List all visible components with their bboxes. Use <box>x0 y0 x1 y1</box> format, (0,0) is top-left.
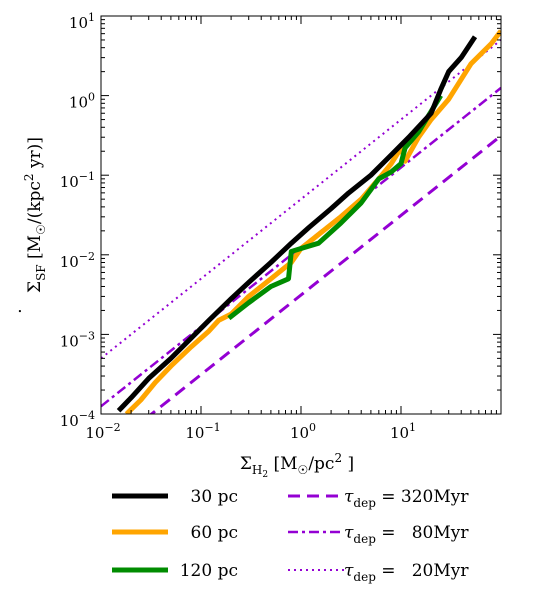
y-axis-label: ΣSF [M☉/(kpc2 yr)] <box>22 137 48 293</box>
y-tick-label: 10−1 <box>60 170 95 191</box>
series-0 <box>116 35 478 413</box>
x-tick-label: 10−1 <box>185 421 220 442</box>
series-3 <box>149 134 501 414</box>
y-label-dot: · <box>11 308 31 313</box>
series-layer <box>101 29 501 414</box>
series-5 <box>101 39 501 360</box>
legend: 30 pc 60 pc 120 pc τdep = 320Myr τdep = 80My… <box>112 487 469 584</box>
legend-label: τdep = 20Myr <box>344 561 469 584</box>
ticks-layer: 10−2 10−1 100 101 10−4 10−3 10−2 10−1 100 101 <box>60 11 501 442</box>
x-axis-label: ΣH2 [M☉/pc2 ] <box>240 451 354 480</box>
y-tick-label: 10−2 <box>60 250 95 271</box>
legend-label: 30 pc <box>191 487 238 507</box>
y-tick-label: 101 <box>69 11 95 32</box>
series-2 <box>227 94 443 321</box>
x-tick-label: 100 <box>290 421 316 442</box>
plot-frame <box>100 15 502 415</box>
series-1 <box>124 29 501 414</box>
x-tick-label: 101 <box>390 421 416 442</box>
y-tick-label: 10−4 <box>60 409 95 430</box>
legend-label: τdep = 320Myr <box>344 487 469 510</box>
labels-layer: ΣH2 [M☉/pc2 ] ΣSF [M☉/(kpc2 yr)] · <box>11 137 354 480</box>
y-tick-label: 100 <box>69 91 95 112</box>
legend-label: 60 pc <box>191 523 238 543</box>
x-tick-label: 10−2 <box>85 421 120 442</box>
legend-label: τdep = 80Myr <box>344 523 469 546</box>
legend-label: 120 pc <box>180 561 238 581</box>
y-tick-label: 10−3 <box>60 329 95 350</box>
